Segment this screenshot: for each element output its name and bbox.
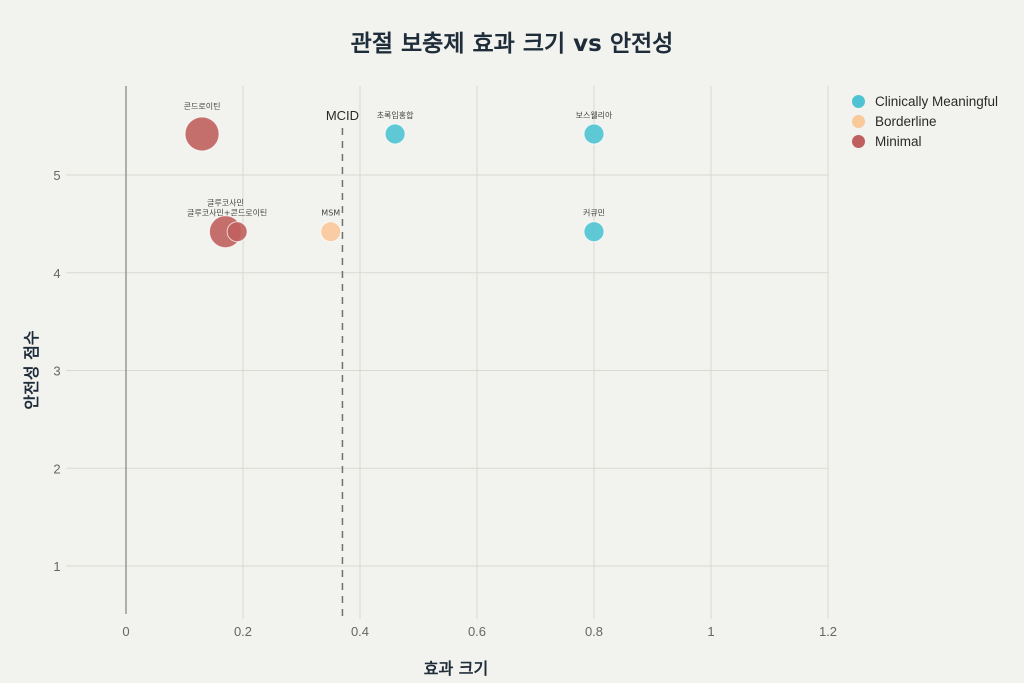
- legend-item[interactable]: Borderline: [852, 111, 998, 131]
- data-point: [583, 221, 605, 243]
- mcid-label: MCID: [326, 108, 359, 123]
- legend-label: Clinically Meaningful: [875, 93, 999, 109]
- legend-dot-icon: [852, 94, 865, 108]
- y-tick-label: 1: [53, 559, 60, 574]
- legend-dot-icon: [852, 114, 865, 128]
- x-tick-label: 0.8: [585, 624, 603, 639]
- legend-label: Borderline: [875, 113, 937, 129]
- legend-label: Minimal: [875, 133, 922, 149]
- point-label: 보스웰리아: [576, 110, 613, 120]
- x-tick-label: 0.6: [468, 624, 486, 639]
- y-tick-label: 2: [53, 461, 60, 476]
- point-label: 커큐민: [583, 208, 605, 218]
- point-label: 글루코사민+콘드로이틴: [187, 208, 267, 218]
- y-axis-label: 안전성 점수: [22, 330, 41, 410]
- y-tick-label: 3: [53, 364, 60, 379]
- legend-dot-icon: [852, 134, 865, 148]
- point-label: 콘드로이틴: [184, 101, 221, 111]
- x-tick-label: 1.2: [819, 624, 837, 639]
- point-label: 글루코사민: [207, 198, 244, 208]
- data-point: [184, 116, 220, 152]
- point-label: MSM: [321, 209, 340, 218]
- x-tick-label: 0: [122, 624, 129, 639]
- x-axis-label: 효과 크기: [423, 659, 489, 678]
- legend-item[interactable]: Clinically Meaningful: [852, 91, 998, 111]
- x-tick-label: 0.4: [351, 624, 369, 639]
- x-tick-label: 0.2: [234, 624, 252, 639]
- data-point: [320, 221, 342, 243]
- legend: Clinically Meaningful Borderline Minimal: [852, 91, 998, 151]
- y-tick-label: 5: [53, 168, 60, 183]
- data-point: [583, 123, 605, 145]
- data-point: [226, 221, 248, 243]
- data-point: [384, 123, 406, 145]
- chart-title: 관절 보충제 효과 크기 vs 안전성: [350, 31, 674, 57]
- point-label: 초록입홍합: [377, 110, 414, 120]
- x-tick-label: 1: [707, 624, 714, 639]
- y-tick-label: 4: [53, 266, 60, 281]
- legend-item[interactable]: Minimal: [852, 131, 998, 151]
